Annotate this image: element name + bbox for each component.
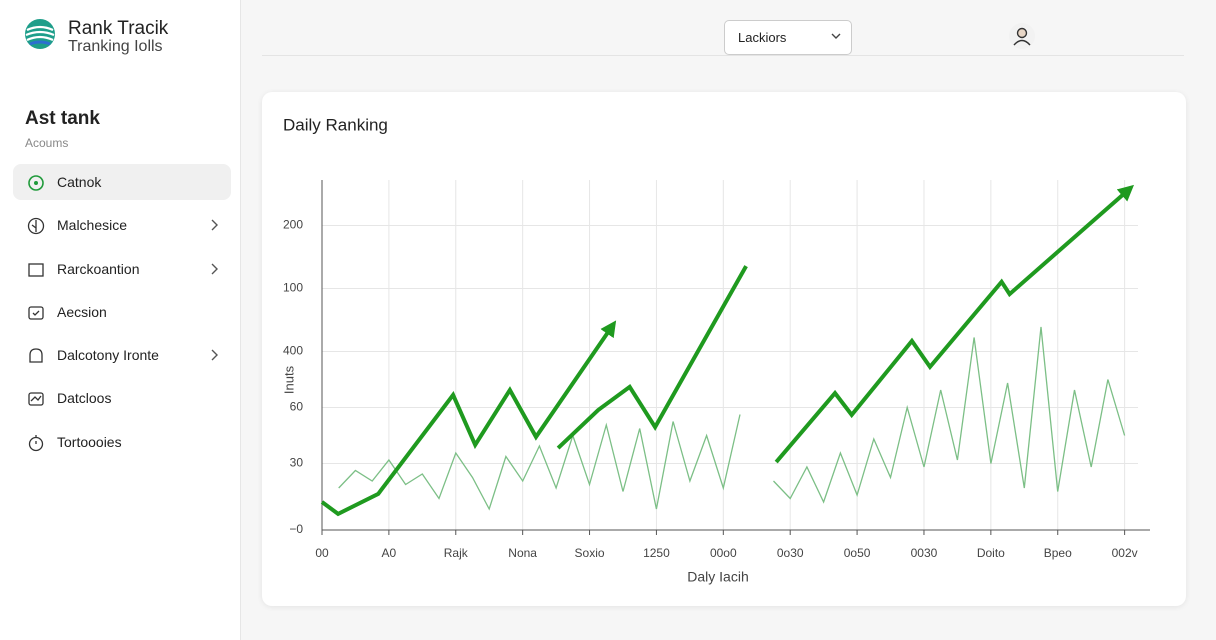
chevron [211,219,218,231]
x-tick-label: 0o30 [777,546,804,560]
y-tick-label: 200 [283,218,303,232]
nav-icon [28,175,44,191]
chart: Daily Ranking Inuts Daly Iacih −0 30 60 400… [281,115,1150,585]
nav-label: Rarckoantion [57,260,140,277]
nav-label: Tortoooies [57,433,122,450]
chart-card: Daily Ranking Inuts Daly Iacih −0 30 60 400… [262,92,1186,606]
y-tick-label: 30 [290,456,304,470]
nav-item[interactable]: Malchesice [13,207,231,243]
nav-icon [28,392,44,407]
nav-icon [29,348,43,363]
divider [262,55,1184,56]
nav-icon [28,262,44,277]
logo: Rank Tracik Tranking Iolls [24,18,168,57]
chevron [211,263,218,275]
x-tick-label: 1250 [643,546,670,560]
y-tick-label: 100 [283,281,303,295]
nav-label: Aecsion [57,303,107,320]
chevron [211,349,218,361]
dropdown[interactable]: Lackiors [724,20,852,55]
x-tick-label: 0o50 [844,546,871,560]
dropdown-label: Lackiors [738,30,787,45]
x-tick-label: 002v [1112,546,1138,560]
nav-icon [27,218,45,235]
x-tick-label: 00 [315,546,329,560]
x-tick-label: 0030 [911,546,938,560]
x-tick-label: Rajk [444,546,469,560]
x-tick-label: Bpeo [1044,546,1072,560]
dropdown-caret [831,33,841,39]
x-tick-label: Soxio [575,546,605,560]
nav-label: Datcloos [57,390,112,407]
nav-item[interactable]: Catnok [13,164,231,200]
y-axis-label: Inuts [281,365,296,394]
nav-label: Malchesice [57,217,128,234]
avatar[interactable] [1008,22,1036,50]
nav-item[interactable]: Dalcotony Ironte [13,337,231,373]
chart-title: Daily Ranking [283,115,388,134]
logo-icon [25,19,55,49]
y-tick-label: 400 [283,344,303,358]
nav-icon [28,434,44,451]
section-title: Ast tank [25,108,100,129]
x-tick-label: 00o0 [710,546,737,560]
section-subtitle: Acoums [25,136,69,150]
nav-item[interactable]: Datcloos [13,380,231,416]
nav-label: Catnok [57,174,102,190]
nav: Catnok Malchesice Rarckoantion Aecsion D… [13,164,231,467]
x-tick-label: A0 [382,546,397,560]
nav-item[interactable]: Aecsion [13,294,231,330]
nav-label: Dalcotony Ironte [57,347,159,364]
nav-item[interactable]: Rarckoantion [13,251,231,287]
y-tick-label: 60 [290,400,304,414]
x-axis-label: Daly Iacih [687,569,748,585]
logo-title: Rank Tracik [68,18,169,39]
y-tick-label: −0 [289,522,303,536]
logo-subtitle: Tranking Iolls [68,38,163,55]
trend-line [556,265,748,450]
nav-icon [28,306,44,320]
x-tick-label: Doito [977,546,1005,560]
x-tick-label: Nona [508,546,537,560]
sidebar: Rank Tracik Tranking Iolls Ast tank Acou… [0,0,241,640]
trend-line [774,184,1135,464]
nav-item[interactable]: Tortoooies [13,424,231,460]
series-line [338,326,1126,511]
trend-line [320,320,617,517]
